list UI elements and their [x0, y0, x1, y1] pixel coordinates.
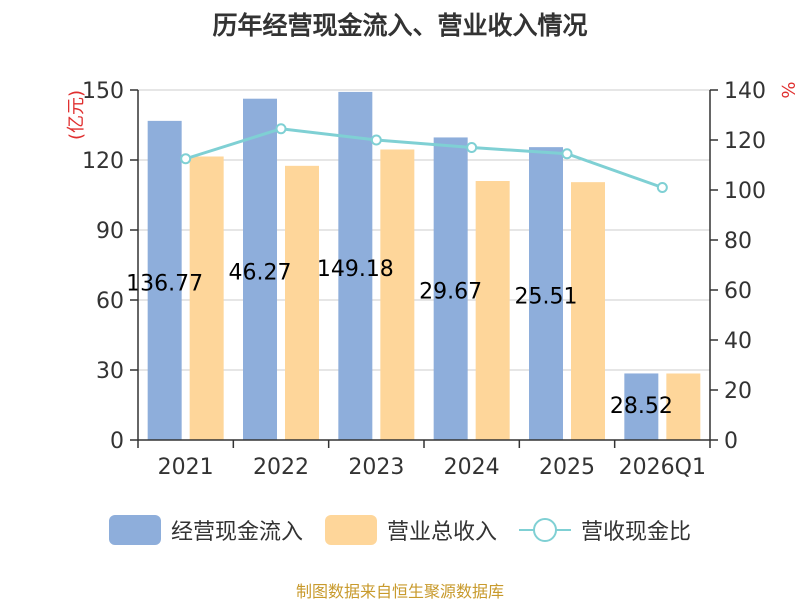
right-tick-label: 120: [724, 129, 766, 154]
legend-swatch-revenue: [324, 515, 377, 545]
ratio-point: [275, 123, 287, 135]
legend-item-ratio[interactable]: 营收现金比: [519, 514, 691, 546]
left-tick-label: 90: [96, 219, 124, 244]
left-tick-label: 60: [96, 289, 124, 314]
bar-revenue: [571, 182, 605, 440]
legend: 经营现金流入 营业总收入 营收现金比: [0, 514, 800, 546]
legend-label-cash: 经营现金流入: [170, 520, 303, 545]
left-axis-label: (亿元): [66, 90, 87, 140]
data-label-cash-inflow: 25.51: [515, 285, 578, 310]
x-tick-label: 2024: [444, 455, 500, 480]
bar-cash-inflow: [529, 147, 563, 441]
ratio-line: [180, 123, 668, 193]
data-label-cash-inflow: 46.27: [229, 260, 292, 285]
legend-label-revenue: 营业总收入: [386, 520, 497, 545]
legend-item-revenue[interactable]: 营业总收入: [324, 514, 497, 546]
bar-revenue: [475, 181, 510, 440]
right-tick-label: 20: [724, 379, 752, 404]
data-label-cash-inflow: 28.52: [610, 394, 673, 419]
source-note: 制图数据来自恒生聚源数据库: [295, 582, 504, 601]
ratio-point: [466, 142, 478, 153]
left-tick-label: 150: [82, 79, 124, 104]
data-label-cash-inflow: 149.18: [317, 257, 394, 282]
legend-item-cash[interactable]: 经营现金流入: [108, 514, 303, 546]
legend-label-ratio: 营收现金比: [581, 520, 692, 545]
left-tick-label: 30: [96, 359, 124, 384]
bar-cash-inflow: [338, 91, 373, 440]
right-axis-label: %: [777, 81, 798, 98]
x-tick-label: 2022: [253, 455, 309, 480]
chart-title: 历年经营现金流入、营业收入情况: [212, 11, 588, 40]
data-label-cash-inflow: 136.77: [126, 271, 203, 296]
bar-revenue: [189, 156, 224, 440]
bar-cash-inflow: [624, 373, 659, 440]
bar-revenue: [380, 149, 415, 440]
right-tick-label: 60: [724, 279, 752, 304]
bar-cash-inflow: [243, 98, 277, 440]
x-tick-label: 2023: [348, 455, 404, 480]
x-tick-label: 2021: [158, 455, 214, 480]
x-tick-label: 2025: [539, 455, 595, 480]
data-labels: 136.77 46.27 149.18 29.67 25.51 28.52: [126, 257, 673, 419]
left-tick-label: 120: [82, 149, 124, 174]
bars: [147, 91, 701, 441]
left-tick-label: 0: [110, 429, 124, 454]
bar-cash-inflow: [147, 120, 182, 441]
ratio-point: [561, 148, 573, 160]
right-tick-label: 0: [724, 429, 738, 454]
right-tick-label: 40: [724, 329, 752, 354]
axes: 0 30 60 90 120 150 0 20 40 60 80 100 120 140 (亿元) % 2021…: [66, 79, 798, 480]
bar-revenue: [285, 165, 319, 441]
ratio-point: [370, 134, 382, 146]
right-tick-label: 80: [724, 229, 752, 254]
bar-cash-inflow: [433, 137, 468, 441]
right-tick-label: 100: [724, 179, 766, 204]
ratio-point: [656, 182, 668, 193]
ratio-line-path: [185, 127, 663, 189]
x-tick-label: 2026Q1: [619, 455, 706, 480]
right-tick-label: 140: [724, 79, 766, 104]
legend-swatch-ratio: [519, 515, 571, 545]
ratio-point: [180, 153, 192, 165]
legend-swatch-cash: [108, 515, 161, 545]
bar-revenue: [666, 373, 701, 440]
data-label-cash-inflow: 29.67: [419, 280, 482, 305]
